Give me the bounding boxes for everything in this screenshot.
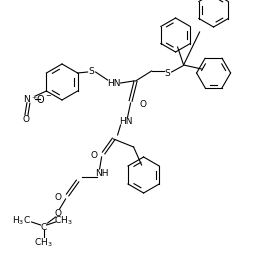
Text: HN: HN [119, 116, 132, 125]
Text: O: O [139, 99, 146, 109]
Text: CH$_3$: CH$_3$ [54, 215, 73, 227]
Text: N$^+$: N$^+$ [23, 93, 38, 105]
Text: O: O [23, 115, 30, 123]
Text: C: C [40, 223, 47, 232]
Text: H$_3$C: H$_3$C [12, 215, 31, 227]
Text: O: O [54, 193, 61, 202]
Text: NH: NH [95, 169, 108, 178]
Text: HN: HN [107, 78, 120, 88]
Text: S: S [165, 69, 170, 78]
Text: O: O [54, 209, 61, 218]
Text: O: O [90, 151, 97, 160]
Text: S: S [89, 67, 94, 76]
Text: O$^-$: O$^-$ [36, 93, 52, 105]
Text: CH$_3$: CH$_3$ [34, 237, 53, 249]
